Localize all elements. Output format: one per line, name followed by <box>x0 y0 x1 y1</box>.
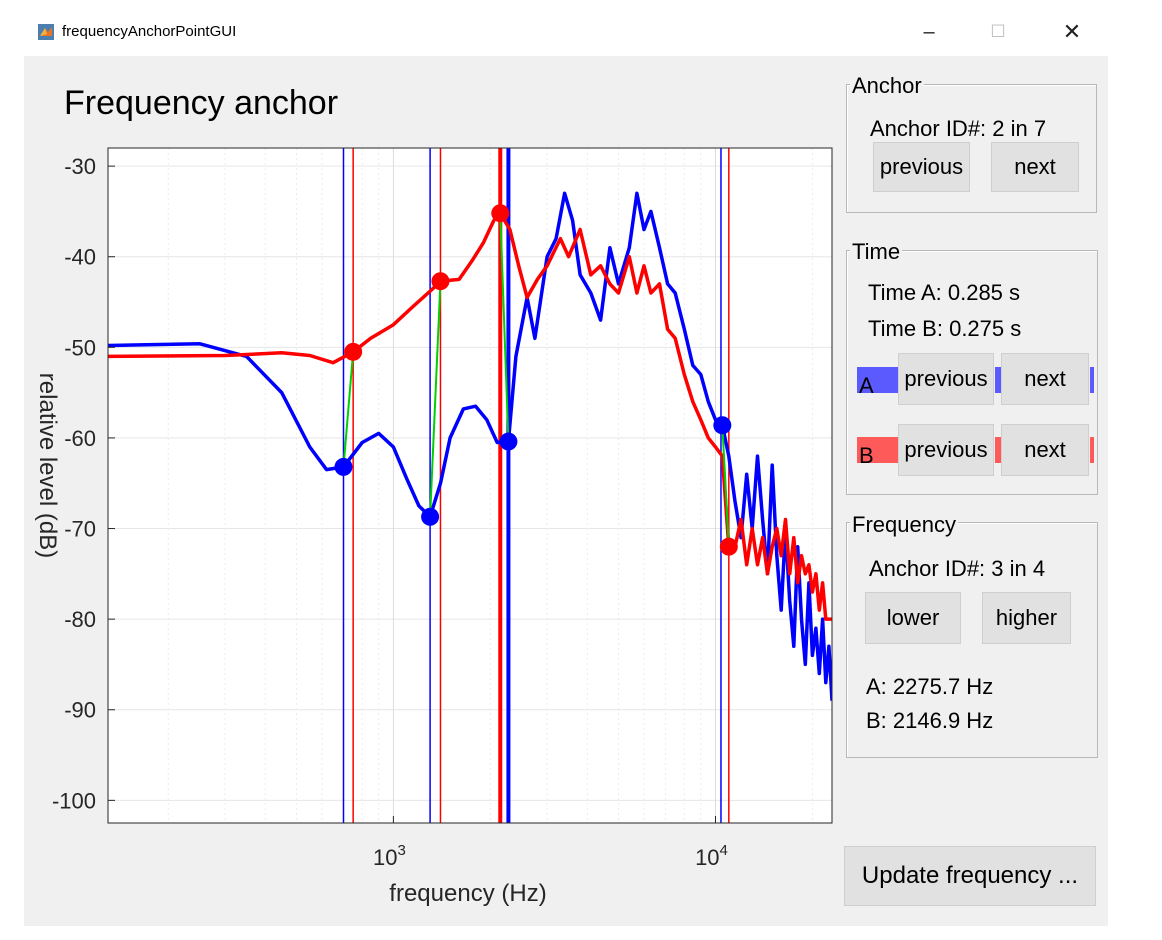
anchor-connector <box>499 213 510 442</box>
anchor-panel-title: Anchor <box>850 73 924 98</box>
plot-area <box>108 148 832 823</box>
channel-a-swatch-mid <box>995 367 1001 393</box>
time-a-previous-button[interactable]: previous <box>898 353 994 405</box>
time-a-next-button[interactable]: next <box>1001 353 1089 405</box>
x-tick-label: 103 <box>373 842 406 870</box>
frequency-panel-title: Frequency <box>850 512 958 537</box>
time-a-text: Time A: 0.285 s <box>868 280 1021 305</box>
frequency-panel <box>846 522 1098 758</box>
time-panel-title: Time <box>850 239 903 264</box>
y-tick-label: -30 <box>64 154 96 179</box>
y-axis-label: relative level (dB) <box>34 373 61 558</box>
time-b-previous-button[interactable]: previous <box>898 424 994 476</box>
x-tick-label: 104 <box>695 842 728 870</box>
frequency-higher-button[interactable]: higher <box>982 592 1071 644</box>
anchor-marker <box>713 416 732 435</box>
frequency-b-text: B: 2146.9 Hz <box>866 708 994 733</box>
series-b-line <box>108 211 832 621</box>
close-button[interactable]: ✕ <box>1062 19 1082 44</box>
time-b-text: Time B: 0.275 s <box>868 316 1022 341</box>
channel-b-swatch-end <box>1090 437 1094 463</box>
figure-title: Frequency anchor <box>64 84 339 122</box>
update-frequency-button[interactable]: Update frequency ... <box>844 846 1096 906</box>
channel-b-label: B <box>859 443 874 468</box>
channel-b-color <box>857 437 899 463</box>
channel-a-swatch-end <box>1090 367 1094 393</box>
channel-a-swatch: A <box>857 367 899 398</box>
time-b-next-button[interactable]: next <box>1001 424 1089 476</box>
window-title: frequencyAnchorPointGUI <box>62 23 237 40</box>
minimize-button[interactable]: – <box>923 21 935 43</box>
time-panel <box>846 250 1098 495</box>
plot-content <box>108 148 832 823</box>
anchor-panel <box>846 84 1097 213</box>
x-axis-label: frequency (Hz) <box>389 880 546 907</box>
window-bottom-edge <box>0 926 1162 940</box>
y-tick-label: -40 <box>64 245 96 270</box>
anchor-id-text: Anchor ID#: 2 in 7 <box>870 116 1047 141</box>
anchor-marker <box>344 342 363 361</box>
channel-b-swatch: B <box>857 437 899 468</box>
channel-b-swatch-mid <box>995 437 1001 463</box>
y-tick-label: -50 <box>64 335 96 360</box>
anchor-connector <box>342 351 355 468</box>
anchor-marker <box>431 272 450 291</box>
y-tick-label: -70 <box>64 517 96 542</box>
anchor-marker <box>499 432 518 451</box>
anchor-connector <box>721 425 730 547</box>
channel-a-label: A <box>859 373 874 398</box>
maximize-button[interactable]: ☐ <box>990 22 1006 41</box>
anchor-marker <box>334 457 353 476</box>
axes-box <box>107 147 833 824</box>
y-tick-label: -100 <box>52 788 96 813</box>
anchor-connector <box>429 281 442 517</box>
frequency-a-text: A: 2275.7 Hz <box>866 674 994 699</box>
matlab-icon <box>38 24 54 40</box>
anchor-marker <box>719 537 738 556</box>
y-tick-label: -80 <box>64 607 96 632</box>
y-tick-label: -60 <box>64 426 96 451</box>
anchor-previous-button[interactable]: previous <box>873 142 970 192</box>
anchor-marker <box>491 204 510 223</box>
frequency-anchor-id-text: Anchor ID#: 3 in 4 <box>869 556 1046 581</box>
y-tick-label: -90 <box>64 698 96 723</box>
frequency-lower-button[interactable]: lower <box>865 592 961 644</box>
channel-a-color <box>857 367 899 393</box>
window-titlebar: frequencyAnchorPointGUI – ☐ ✕ <box>0 0 1162 56</box>
anchor-marker <box>421 507 440 526</box>
anchor-next-button[interactable]: next <box>991 142 1079 192</box>
